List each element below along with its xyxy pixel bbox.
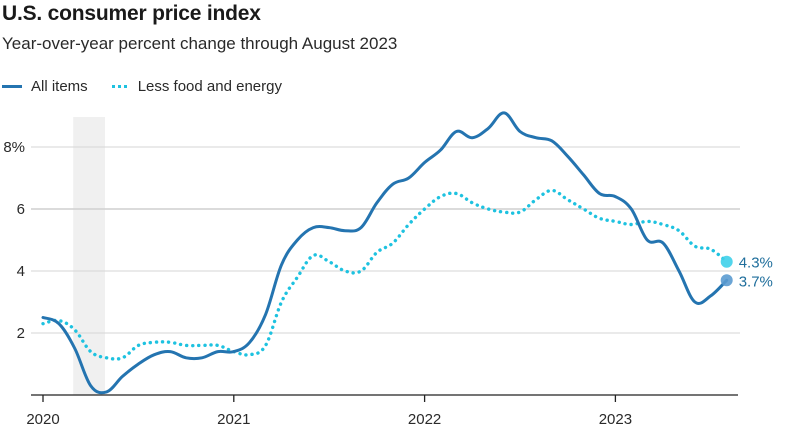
series-line-less-food-and-energy [41,188,729,361]
legend-label: All items [31,78,88,95]
chart-subtitle: Year-over-year percent change through Au… [2,34,398,53]
recession-band [73,117,106,395]
x-tick-label: 2023 [599,411,632,428]
end-marker [720,274,733,287]
end-marker [720,255,733,268]
x-tick-label: 2022 [408,411,441,428]
chart-title: U.S. consumer price index [2,2,261,25]
x-axis-layer: 2020 2021 2022 2023 [26,394,738,428]
y-tick-label: 8% [3,139,25,156]
series-layer [41,111,729,395]
y-tick-label: 6 [17,201,25,218]
y-axis-layer: 2 4 6 8% [3,139,25,342]
recession-shading-layer [73,117,106,395]
legend-item-all-items: All items [2,78,88,95]
series-line-all-items [41,111,729,395]
end-value-label: 4.3% [739,255,773,272]
y-tick-label: 2 [17,325,25,342]
legend-item-less-food-energy: Less food and energy [111,78,282,95]
legend-swatch-dotted-line-icon [111,85,129,88]
legend: All items Less food and energy [2,78,306,95]
legend-label: Less food and energy [137,78,282,95]
gridlines-layer [31,146,740,334]
x-tick-label: 2021 [217,411,250,428]
end-value-label: 3.7% [739,273,773,290]
legend-swatch-solid-line-icon [2,85,22,88]
y-tick-label: 4 [17,263,25,280]
x-tick-label: 2020 [26,411,59,428]
end-labels-layer: 3.7%4.3% [720,255,773,290]
